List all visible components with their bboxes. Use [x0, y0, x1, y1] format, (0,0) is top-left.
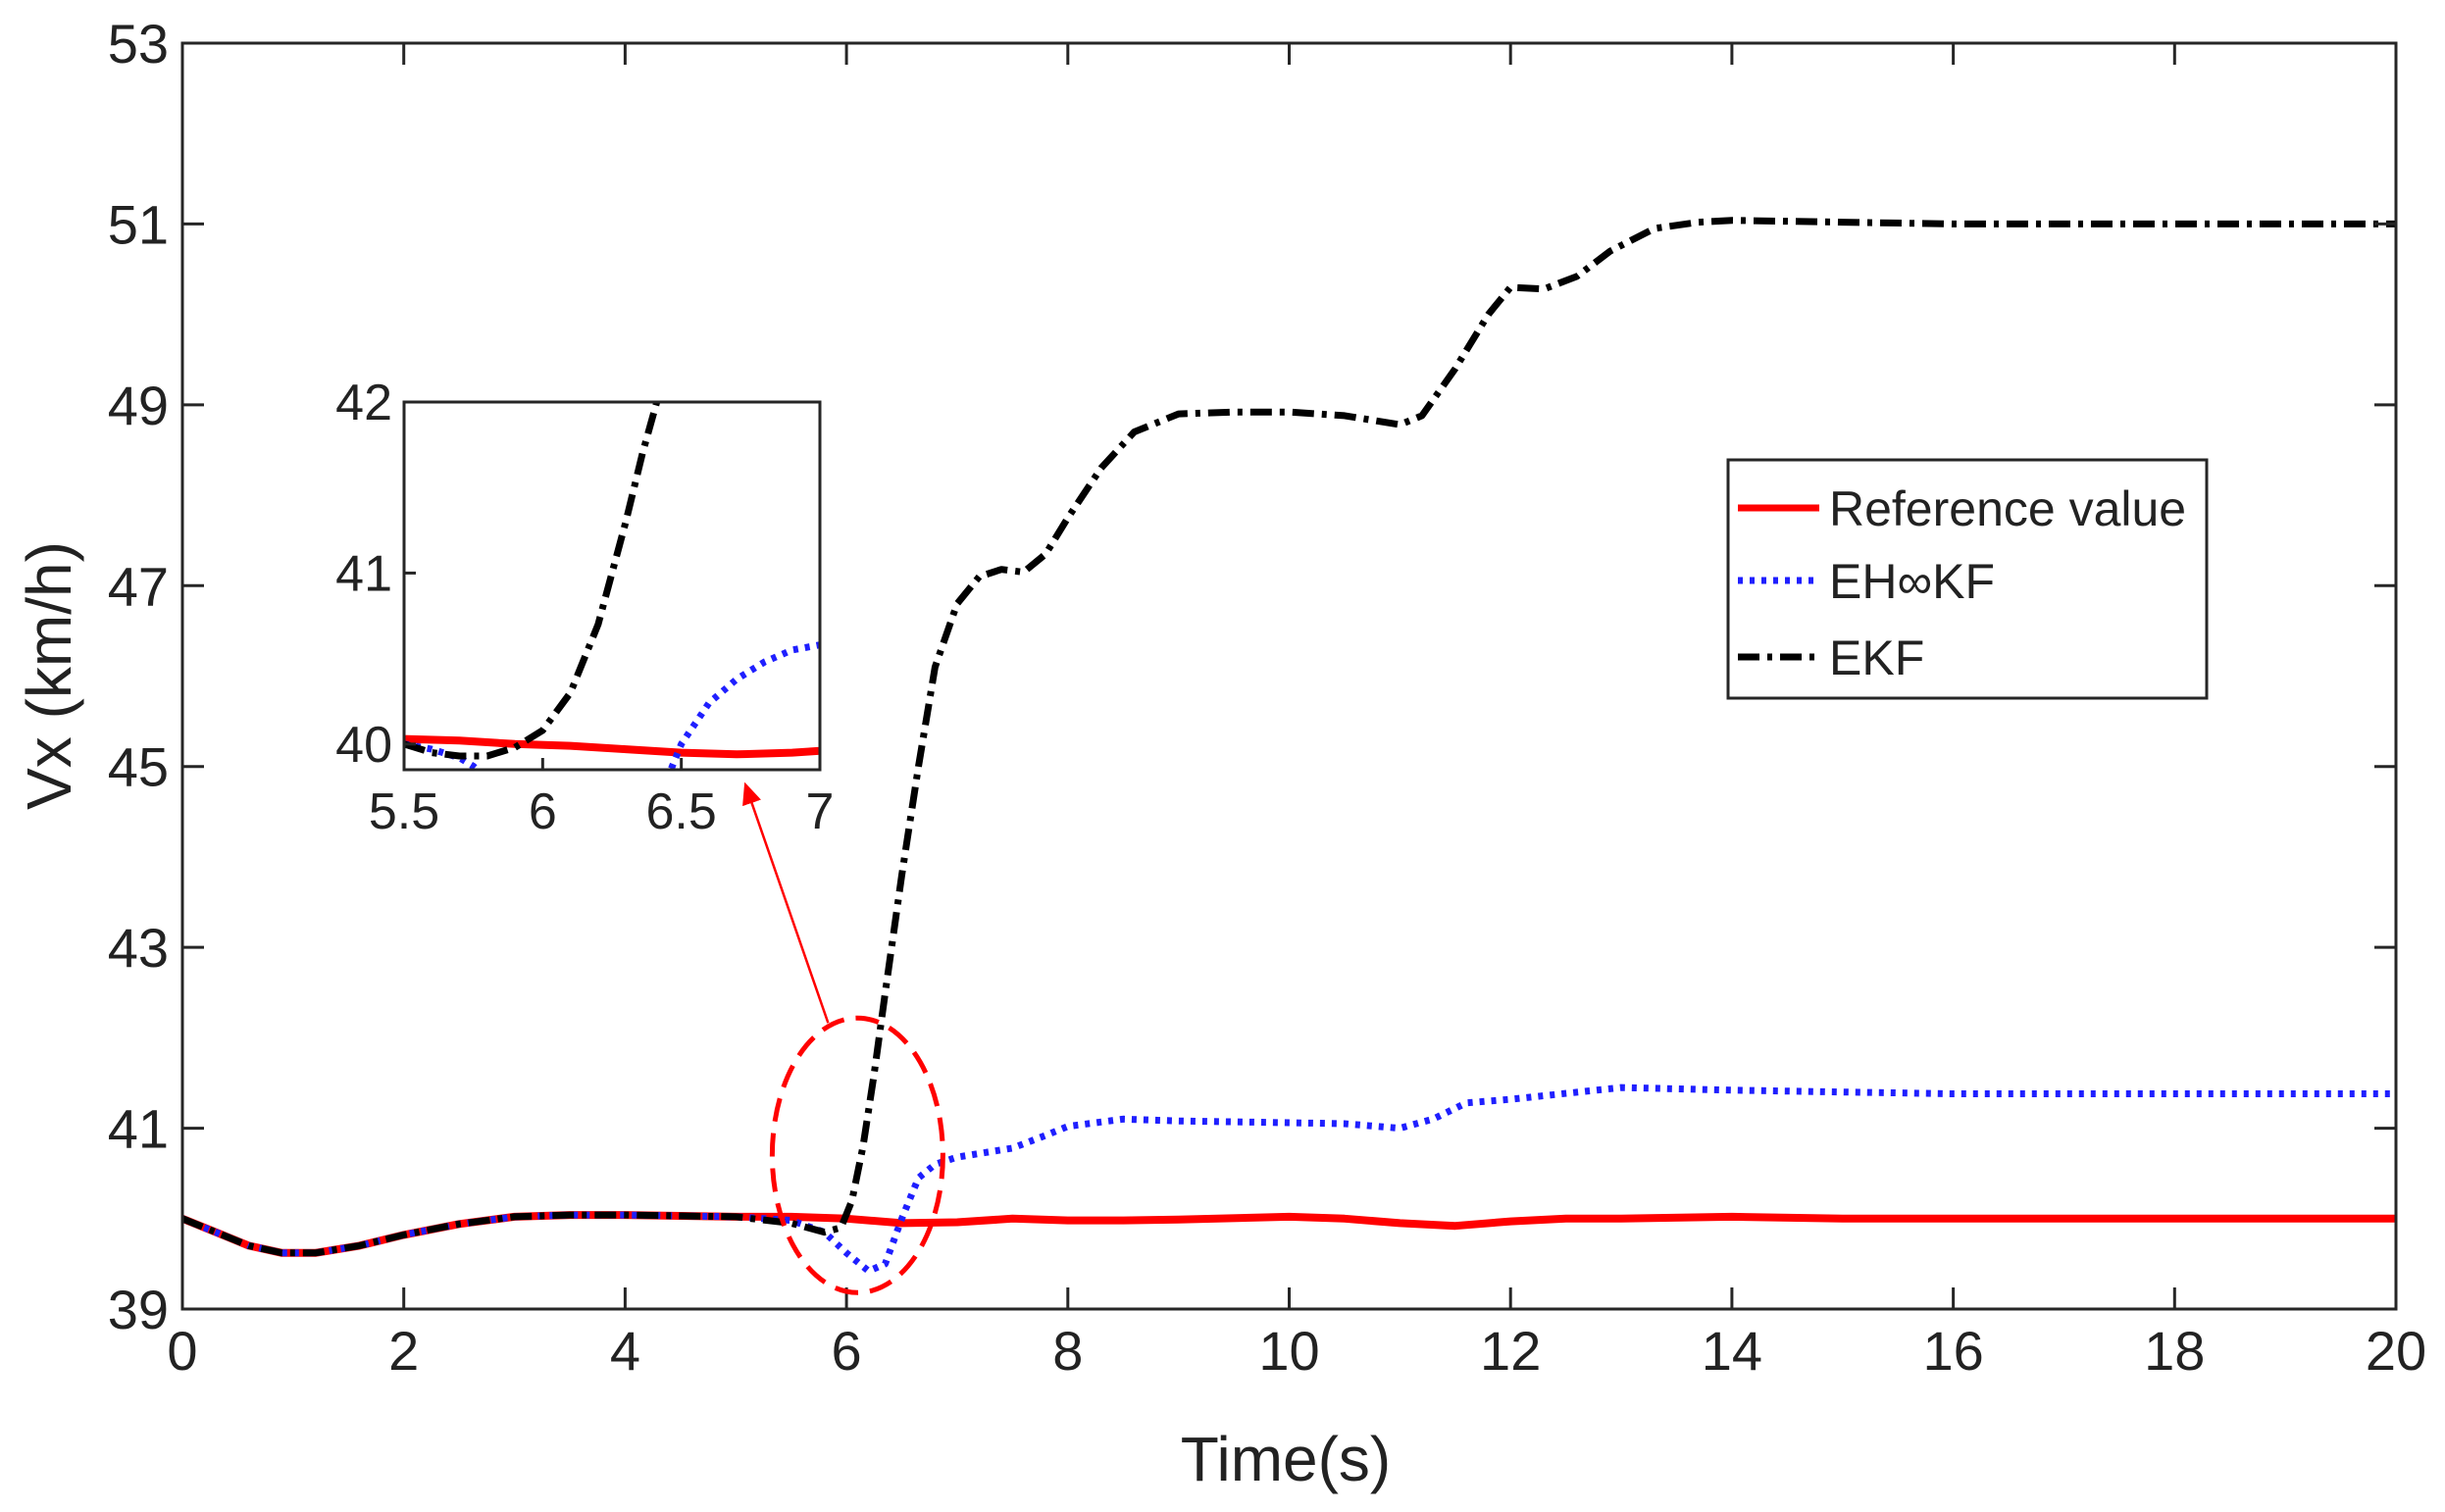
- y-tick-label: 43: [108, 917, 169, 979]
- legend-label-ehkf: EH∞KF: [1829, 554, 1995, 609]
- inset-x-tick-label: 6: [529, 783, 557, 840]
- legend-label-ekf: EKF: [1829, 630, 1924, 685]
- inset-series-line-1: [404, 641, 820, 770]
- zoom-ellipse: [769, 1015, 945, 1295]
- zoom-arrow: [742, 781, 830, 1024]
- series-line-2: [182, 217, 2396, 1257]
- legend-label-reference: Reference value: [1829, 481, 2186, 536]
- y-tick-label: 49: [108, 375, 169, 436]
- inset-y-tick-label: 42: [335, 375, 392, 431]
- x-tick-label: 4: [610, 1320, 640, 1382]
- inset-y-tick-label: 41: [335, 545, 392, 602]
- y-tick-label: 39: [108, 1279, 169, 1340]
- x-tick-label: 12: [1480, 1320, 1541, 1382]
- inset-y-tick-label: 40: [335, 717, 392, 774]
- x-tick-label: 10: [1258, 1320, 1319, 1382]
- y-tick-label: 53: [108, 13, 169, 75]
- y-axis-label: Vx (km/h): [14, 541, 84, 810]
- legend: Reference value EH∞KF EKF: [1726, 458, 2209, 700]
- main-series-group: [182, 217, 2396, 1275]
- x-tick-label: 16: [1922, 1320, 1983, 1382]
- series-line-1: [182, 1084, 2396, 1275]
- y-tick-label: 41: [108, 1098, 169, 1160]
- inset-x-tick-label: 6.5: [646, 783, 717, 840]
- inset-series-group: [404, 402, 820, 770]
- y-tick-label: 51: [108, 193, 169, 255]
- inset-frame: [402, 400, 822, 772]
- inset-x-tick-label: 7: [806, 783, 835, 840]
- inset-series-line-2: [404, 402, 661, 760]
- axis-ticks: 0 2 4 6 8 10 12 14 16 18 20 39 41 43 45 47 49 51 53: [108, 13, 2426, 1382]
- x-tick-label: 8: [1052, 1320, 1083, 1382]
- y-tick-label: 45: [108, 736, 169, 798]
- x-tick-label: 6: [832, 1320, 862, 1382]
- x-axis-label: Time(s): [1181, 1424, 1391, 1494]
- inset-axis-ticks: 5.5 6 6.5 7 40 41 42: [335, 375, 834, 840]
- zoom-annotation: [742, 781, 945, 1295]
- x-tick-label: 2: [388, 1320, 419, 1382]
- x-tick-label: 18: [2144, 1320, 2205, 1382]
- y-tick-label: 47: [108, 555, 169, 617]
- legend-box: [1726, 458, 2209, 700]
- x-tick-label: 20: [2366, 1320, 2426, 1382]
- x-tick-label: 14: [1702, 1320, 1762, 1382]
- inset-plot: 5.5 6 6.5 7 40 41 42: [335, 375, 834, 840]
- inset-x-tick-label: 5.5: [369, 783, 439, 840]
- x-tick-label: 0: [167, 1320, 197, 1382]
- inset-series-line-0: [404, 734, 820, 759]
